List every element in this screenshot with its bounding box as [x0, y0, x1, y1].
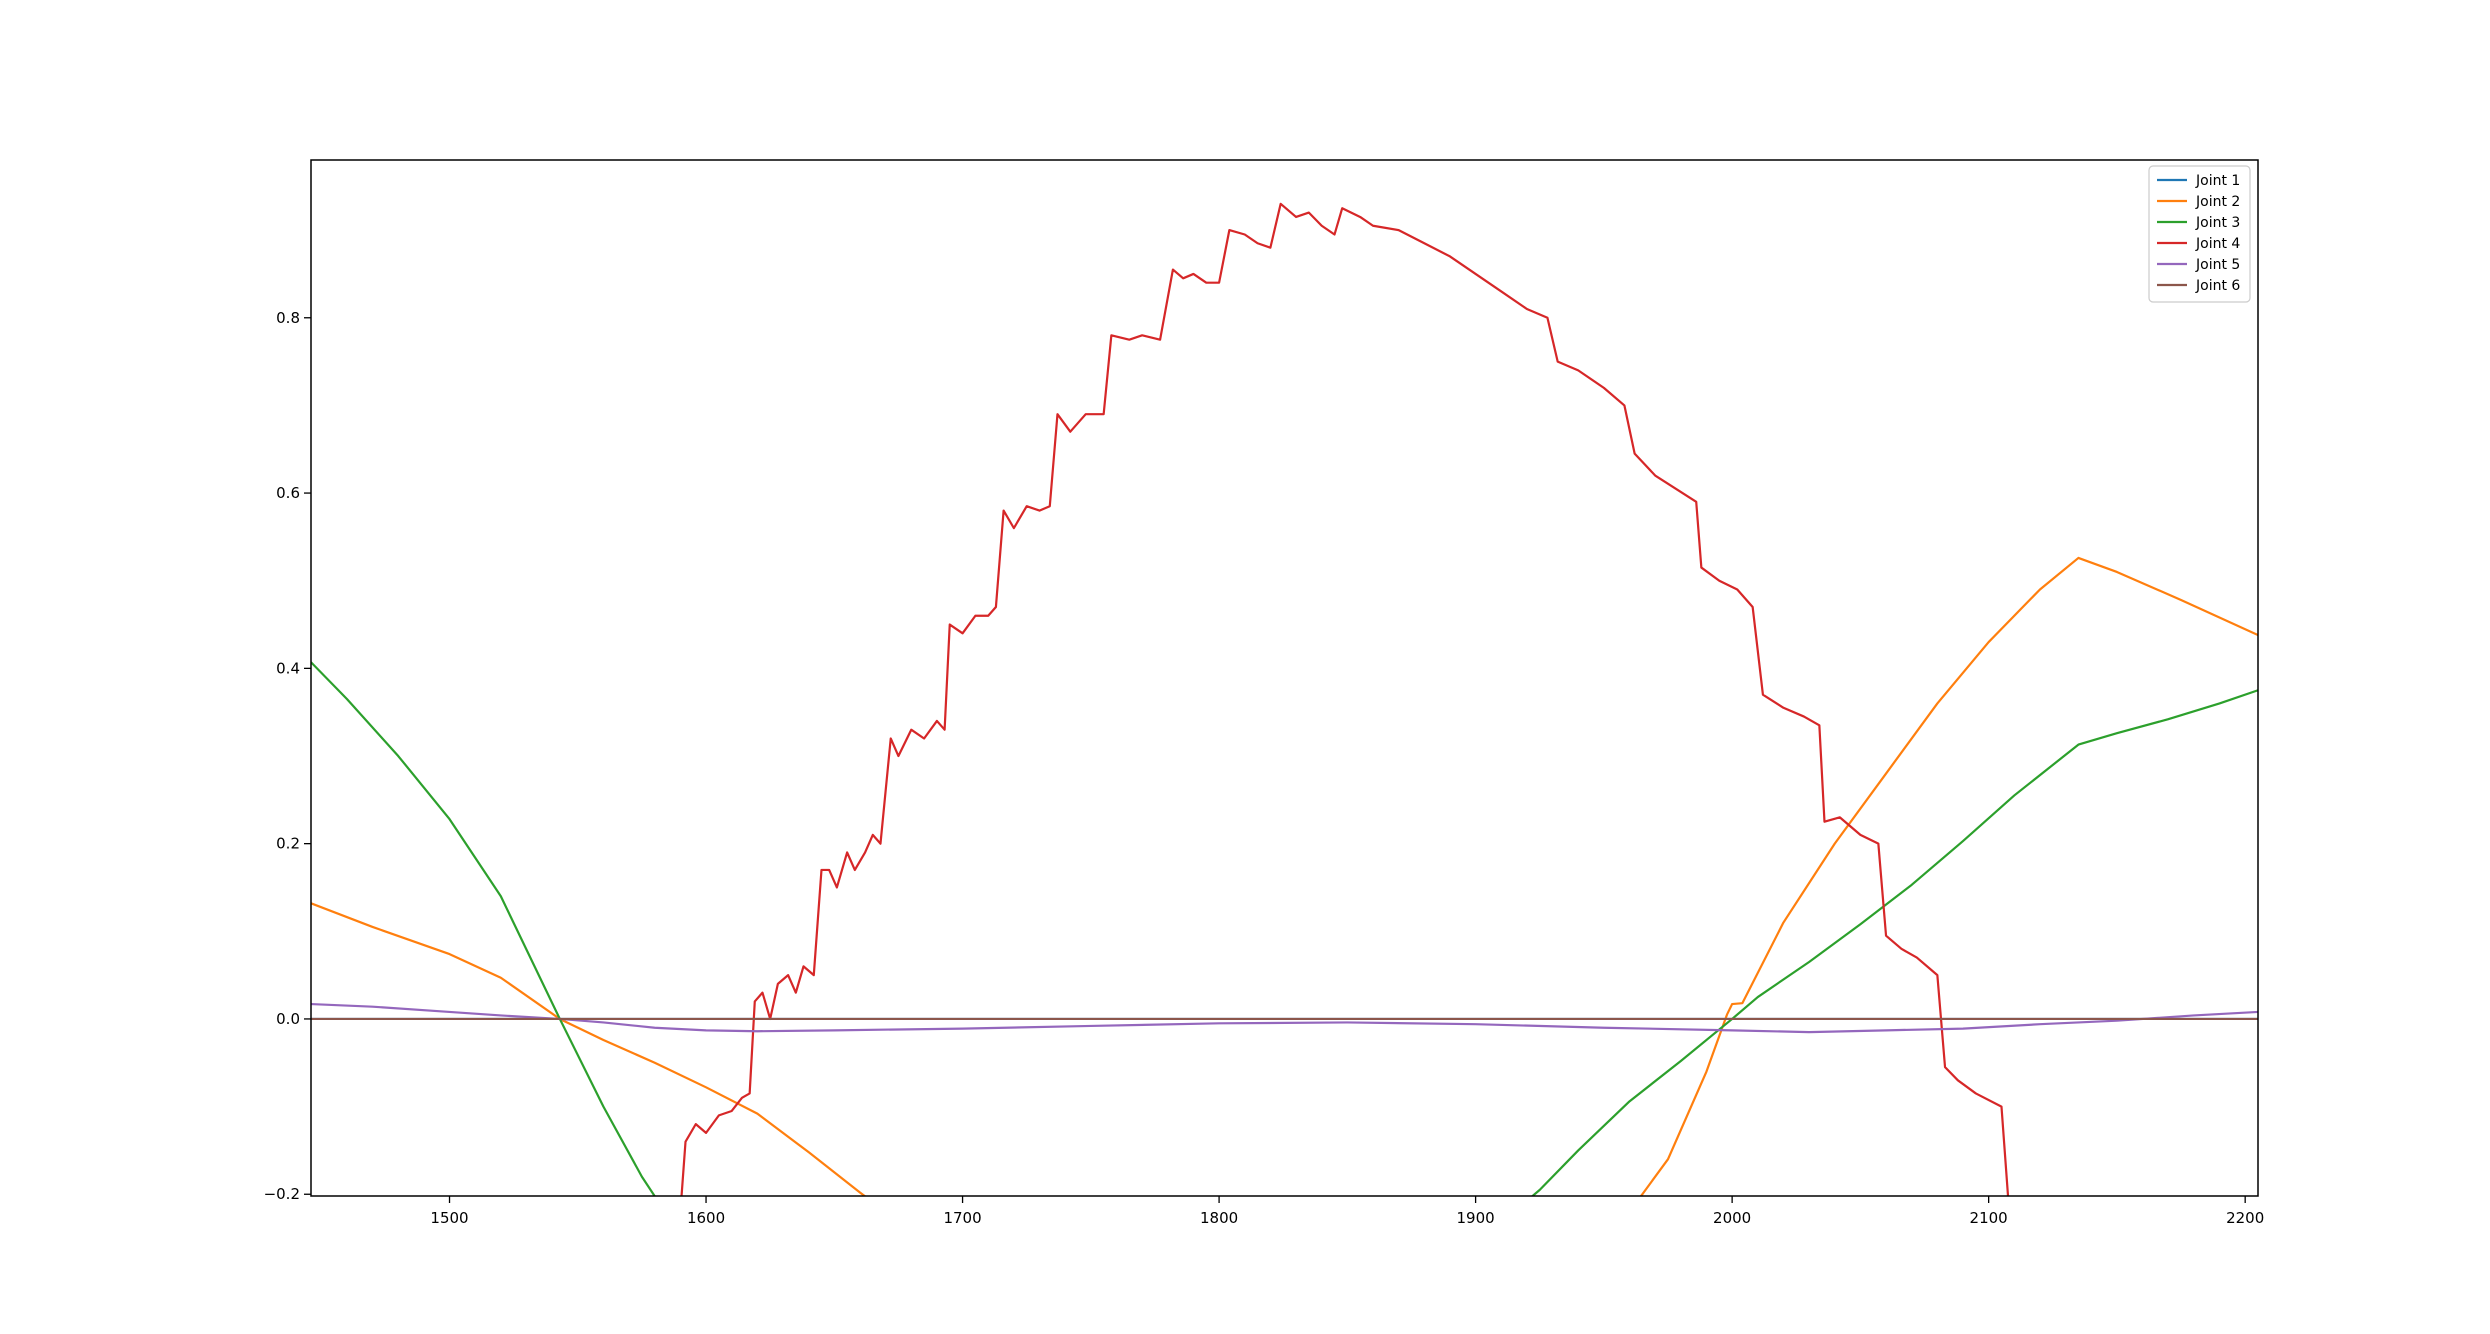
legend-label-joint-4: Joint 4 — [2195, 236, 2240, 252]
y-axis: −0.2 0.0 0.2 0.4 0.6 0.8 — [264, 309, 311, 1203]
y-tick-label: 0.0 — [276, 1010, 300, 1028]
x-tick-label: 1700 — [943, 1209, 981, 1227]
x-tick-label: 2200 — [2226, 1209, 2264, 1227]
x-tick-label: 1500 — [430, 1209, 468, 1227]
y-tick-label: 0.4 — [276, 659, 300, 677]
legend-label-joint-6: Joint 6 — [2195, 278, 2240, 294]
series-line-joint-4 — [680, 202, 2010, 1196]
x-axis: 1500 1600 1700 1800 1900 2000 2100 2200 — [430, 1196, 2264, 1227]
x-tick-label: 2100 — [1970, 1209, 2008, 1227]
series-line-joint-2 — [311, 556, 2258, 1196]
legend-label-joint-5: Joint 5 — [2195, 257, 2240, 273]
y-tick-label: 0.8 — [276, 309, 300, 327]
y-tick-label: −0.2 — [264, 1185, 300, 1203]
legend-label-joint-2: Joint 2 — [2195, 194, 2240, 210]
legend-label-joint-1: Joint 1 — [2195, 173, 2240, 189]
series-line-joint-3 — [311, 661, 2258, 1196]
x-tick-label: 1600 — [687, 1209, 725, 1227]
y-tick-label: 0.6 — [276, 484, 300, 502]
series-layer — [311, 202, 2258, 1196]
plot-frame — [310, 159, 2259, 1197]
x-tick-label: 1800 — [1200, 1209, 1238, 1227]
legend: Joint 1 Joint 2 Joint 3 Joint 4 Joint 5 Joint… — [2148, 165, 2251, 303]
legend-label-joint-3: Joint 3 — [2195, 215, 2240, 231]
x-tick-label: 1900 — [1457, 1209, 1495, 1227]
y-tick-label: 0.2 — [276, 835, 300, 853]
x-tick-label: 2000 — [1713, 1209, 1751, 1227]
